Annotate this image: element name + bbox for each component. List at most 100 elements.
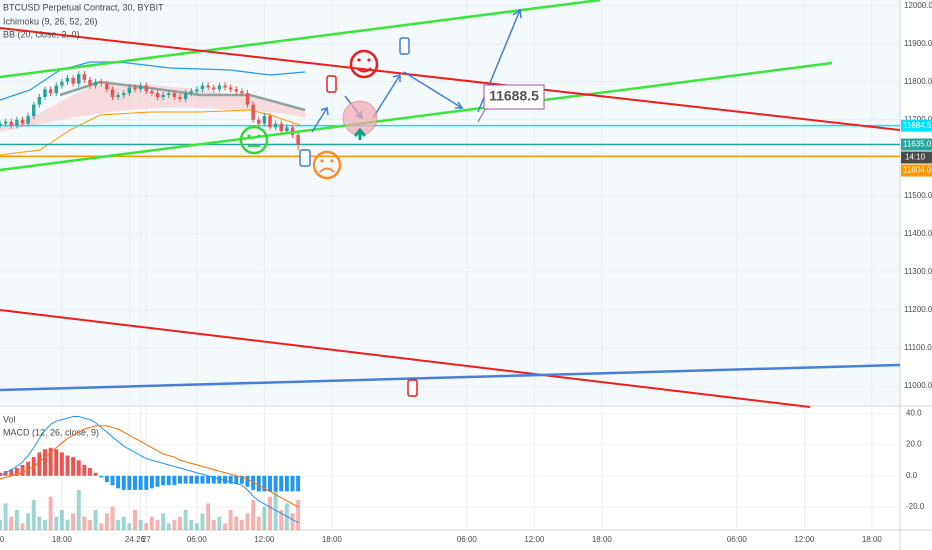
volume-label: Vol	[3, 414, 16, 424]
candle-body	[127, 87, 132, 94]
macd-hist-bar	[273, 475, 278, 492]
volume-bar	[88, 520, 92, 530]
candle-body	[122, 93, 126, 96]
candle-body	[155, 93, 160, 97]
candle-body	[93, 81, 98, 86]
volume-bar	[48, 496, 53, 530]
x-tick-label: 18:00	[862, 535, 883, 544]
macd-hist-bar	[268, 475, 272, 492]
volume-bar	[239, 520, 244, 530]
y-tick-label: 20.0	[906, 440, 922, 449]
x-tick-label: 06:00	[457, 535, 478, 544]
candle-body	[48, 89, 53, 94]
candle-body	[178, 96, 182, 99]
x-tick-label: 18:00	[592, 535, 613, 544]
candle-body	[65, 77, 70, 82]
macd-hist-bar	[48, 447, 53, 476]
macd-hist-bar	[200, 475, 205, 484]
volume-bar	[166, 523, 171, 530]
candle-body	[195, 89, 199, 92]
volume-bar	[256, 516, 261, 530]
volume-bar	[279, 510, 284, 530]
candle-body	[60, 81, 64, 86]
callout-text: 11688.5	[489, 88, 539, 104]
macd-hist-bar	[3, 471, 8, 476]
x-tick-label: 12:00	[794, 535, 815, 544]
macd-hist-bar	[217, 475, 222, 484]
candle-body	[71, 77, 75, 84]
candle-body	[138, 85, 143, 90]
candle-body	[228, 87, 233, 90]
volume-bar	[116, 520, 121, 530]
macd-hist-bar	[239, 475, 244, 484]
x-tick-label: 06:00	[727, 535, 748, 544]
candle-body	[257, 119, 261, 124]
macd-hist-bar	[37, 452, 42, 476]
signal-line	[0, 425, 299, 508]
candle-body	[189, 91, 193, 94]
macd-hist-bar	[138, 475, 143, 490]
emoji-red	[349, 49, 379, 79]
volume-bar	[245, 513, 250, 530]
macd-label: MACD (12, 26, close, 9)	[3, 427, 99, 437]
volume-bar	[194, 523, 199, 530]
x-tick-label: 18:00	[322, 535, 343, 544]
macd-hist-bar	[121, 475, 126, 490]
countdown-tag	[901, 151, 932, 164]
candle-body	[99, 81, 103, 84]
macd-hist-bar	[189, 475, 194, 484]
candle-body	[3, 121, 8, 124]
indicator-label: Ichimoku (9, 26, 52, 26)	[3, 16, 98, 26]
x-tick-label: 18:00	[52, 535, 73, 544]
macd-hist-bar	[149, 475, 154, 489]
volume-bar	[183, 510, 188, 530]
volume-bar	[149, 516, 154, 530]
volume-bar	[82, 516, 87, 530]
macd-hist-bar	[279, 475, 284, 492]
macd-hist-bar	[245, 475, 250, 487]
candle-body	[217, 85, 222, 90]
y-tick-label: 12000.0	[904, 1, 932, 10]
x-tick-label: 00:00	[0, 535, 5, 544]
price-tag-label: 11604.0	[903, 166, 932, 175]
price-tag	[901, 119, 932, 132]
volume-bar	[206, 503, 211, 530]
volume-bar	[133, 510, 137, 530]
x-tick-label: 12:00	[254, 535, 275, 544]
candle-body	[268, 115, 272, 128]
target-circle	[342, 100, 378, 140]
volume-bar	[211, 520, 216, 530]
candle-body	[0, 123, 2, 126]
candle-body	[223, 85, 227, 88]
trend-line	[0, 61, 833, 172]
volume-bar	[172, 520, 177, 530]
candle-body	[240, 91, 244, 94]
macd-hist-bar	[65, 455, 70, 476]
candle-body	[110, 89, 115, 97]
macd-hist-bar	[88, 468, 92, 476]
y-tick-label: 11200.0	[904, 305, 932, 314]
macd-hist-bar	[211, 475, 216, 484]
macd-hist-bar	[178, 475, 182, 484]
volume-bar	[20, 523, 25, 530]
macd-hist-bar	[296, 475, 301, 492]
volume-bar	[228, 510, 233, 530]
volume-bar	[144, 523, 149, 530]
y-tick-label: 11000.0	[904, 381, 932, 390]
y-tick-label: 11900.0	[904, 39, 932, 48]
candle-body	[183, 93, 188, 99]
volume-bar	[65, 520, 70, 530]
candle-body	[167, 93, 171, 96]
chart-title: BTCUSD Perpetual Contract, 30, BYBIT	[3, 2, 164, 12]
macd-hist-bar	[127, 475, 132, 490]
candle-body	[82, 74, 87, 80]
volume-bar	[104, 513, 109, 530]
macd-hist-bar	[183, 475, 188, 484]
macd-hist-bar	[71, 457, 76, 476]
volume-bar	[161, 513, 166, 530]
y-tick-label: -20.0	[906, 502, 925, 511]
arrows	[311, 8, 522, 133]
volume-bar	[93, 510, 98, 530]
candle-body	[105, 83, 109, 90]
candle-body	[234, 89, 238, 92]
